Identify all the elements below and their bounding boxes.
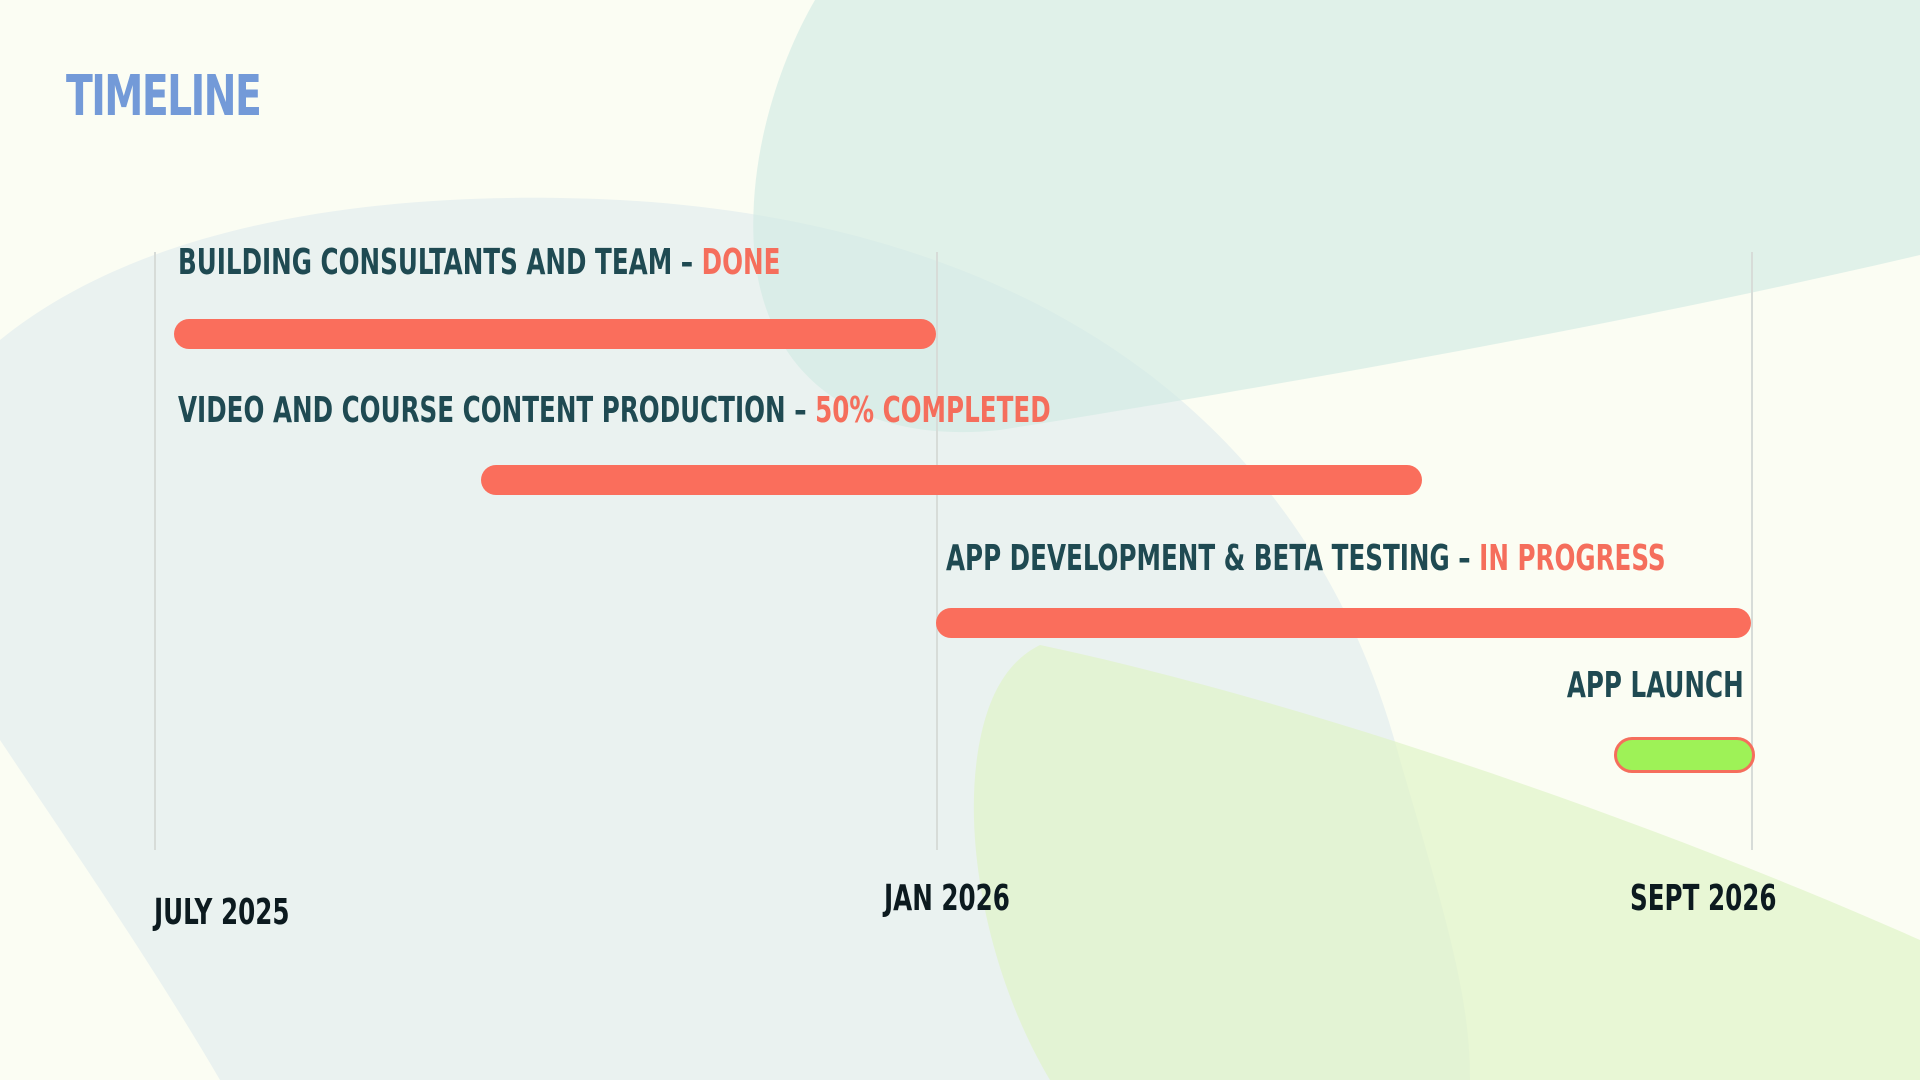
task-separator: – [785,390,816,431]
task-label-app-development: APP DEVELOPMENT & BETA TESTING – IN PROG… [946,538,1666,579]
task-label-app-launch: APP LAUNCH [1567,665,1744,706]
task-name: APP DEVELOPMENT & BETA TESTING [946,538,1450,579]
task-name: BUILDING CONSULTANTS AND TEAM [178,242,673,283]
task-name: APP LAUNCH [1567,665,1744,706]
task-bar-app-launch [1614,737,1755,773]
task-status: IN PROGRESS [1479,538,1666,579]
task-name: VIDEO AND COURSE CONTENT PRODUCTION [178,390,786,431]
task-label-consultants: BUILDING CONSULTANTS AND TEAM – DONE [178,242,780,283]
axis-label-sept-2026: SEPT 2026 [1630,878,1777,919]
gridline-sept-2026 [1751,252,1753,850]
axis-label-jan-2026: JAN 2026 [884,878,1010,919]
task-status: DONE [701,242,781,283]
task-bar-app-development [936,608,1751,638]
task-separator: – [672,242,702,283]
task-status: 50% COMPLETED [815,390,1051,431]
task-bar-content-production [481,465,1422,495]
gridline-jan-2026 [936,252,938,850]
gridline-july-2025 [154,252,156,850]
page-title: TIMELINE [66,64,262,129]
task-bar-consultants [174,319,936,349]
task-separator: – [1449,538,1480,579]
task-label-content-production: VIDEO AND COURSE CONTENT PRODUCTION – 50… [178,390,1051,431]
axis-label-july-2025: JULY 2025 [154,892,290,933]
